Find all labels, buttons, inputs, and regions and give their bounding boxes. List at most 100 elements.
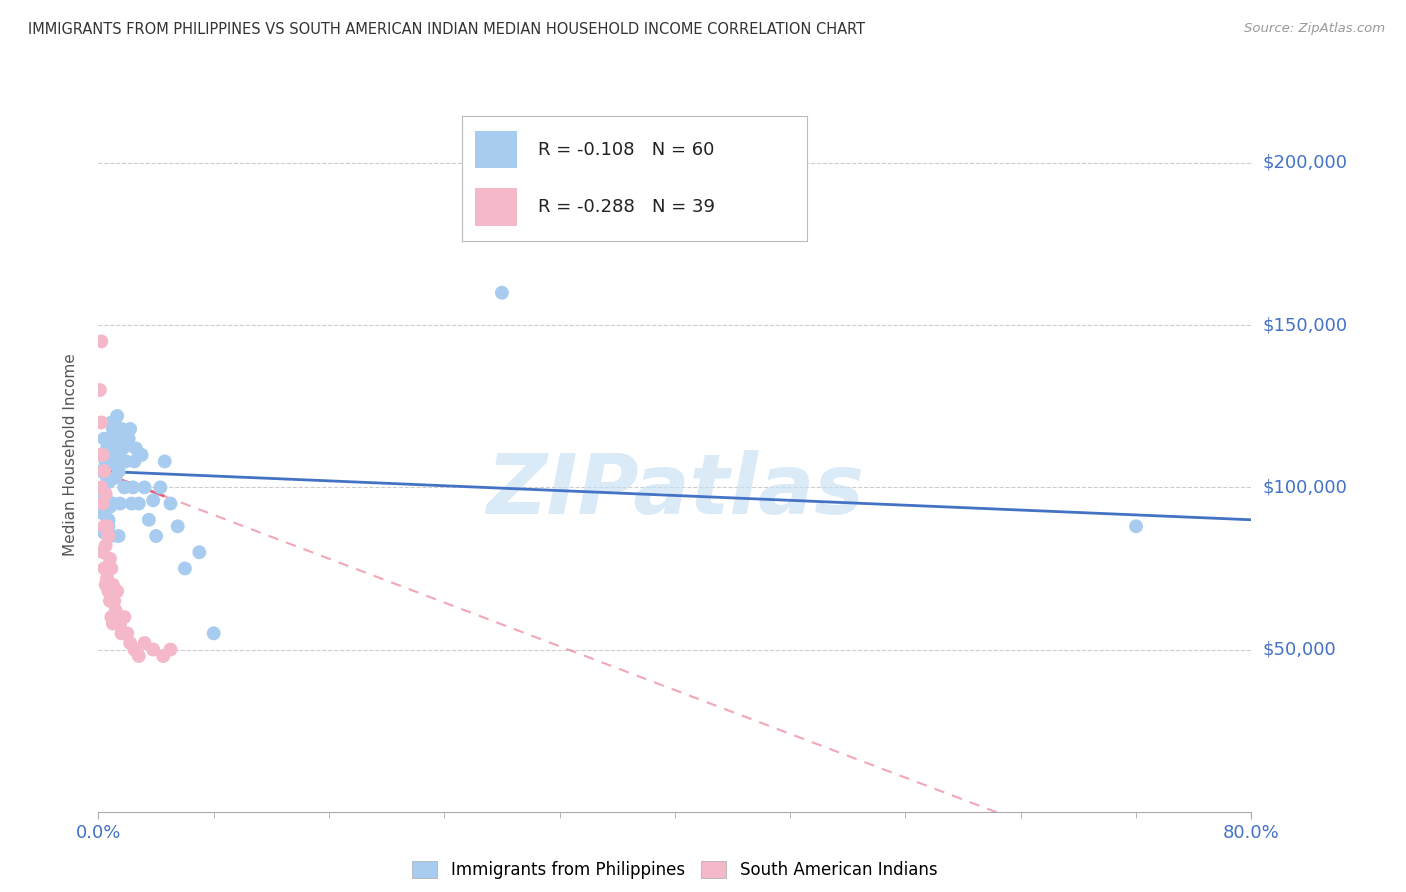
Point [89,448,111,462]
Point [100,416,122,430]
Point [138,513,160,527]
Point [120,636,142,650]
Point [100,561,122,575]
Point [90,334,112,349]
Text: $50,000: $50,000 [1263,640,1336,658]
Point [128,648,150,663]
Point [91,448,114,462]
Point [103,454,125,468]
Point [1125,519,1147,533]
Point [98,474,121,488]
Point [112,610,135,624]
Point [118,432,141,446]
Point [91,506,114,520]
Point [111,442,134,456]
Point [100,610,122,624]
Point [101,616,124,631]
Point [134,636,156,650]
Point [96,470,118,484]
Point [108,616,131,631]
Point [98,551,121,566]
Point [101,442,124,456]
Point [91,448,114,462]
Point [142,493,165,508]
Point [108,432,131,446]
Point [105,409,128,423]
Point [117,626,138,640]
Point [100,529,122,543]
Point [93,464,115,478]
Point [202,626,225,640]
Point [142,642,165,657]
Point [89,497,111,511]
Point [101,497,124,511]
Point [90,487,112,501]
Point [94,577,117,591]
Point [131,448,153,462]
Point [166,519,188,533]
Point [97,584,120,599]
Point [98,500,121,514]
Point [105,584,128,599]
Text: $150,000: $150,000 [1263,316,1347,334]
Point [125,442,148,456]
Point [94,519,117,533]
Point [122,480,145,494]
Point [101,422,124,436]
Point [121,497,143,511]
Point [104,604,127,618]
Point [89,383,111,397]
Point [152,648,174,663]
Point [98,432,121,446]
Point [91,497,114,511]
Point [159,642,181,657]
Point [94,454,117,468]
Text: IMMIGRANTS FROM PHILIPPINES VS SOUTH AMERICAN INDIAN MEDIAN HOUSEHOLD INCOME COR: IMMIGRANTS FROM PHILIPPINES VS SOUTH AME… [28,22,865,37]
Point [153,454,176,468]
Point [93,561,115,575]
Text: ZIPatlas: ZIPatlas [486,450,863,531]
Text: $200,000: $200,000 [1263,154,1347,172]
Point [97,519,120,533]
Point [90,480,112,494]
Point [103,432,125,446]
Point [93,432,115,446]
Point [120,422,142,436]
Point [159,497,181,511]
Point [103,594,125,608]
Point [110,626,132,640]
Point [128,497,150,511]
Point [107,464,129,478]
Point [491,285,513,300]
Point [188,545,211,559]
Text: $100,000: $100,000 [1263,478,1347,496]
Point [90,416,112,430]
Point [124,454,146,468]
Point [96,571,118,585]
Point [104,470,127,484]
Text: Source: ZipAtlas.com: Source: ZipAtlas.com [1244,22,1385,36]
Point [149,480,172,494]
Point [94,490,117,504]
Point [114,454,136,468]
Point [96,497,118,511]
Y-axis label: Median Household Income: Median Household Income [63,353,77,557]
Point [93,519,115,533]
Point [97,529,120,543]
Point [117,438,138,452]
Point [104,448,127,462]
Point [97,458,120,472]
Point [93,525,115,540]
Point [97,513,120,527]
Point [94,539,117,553]
Point [96,519,118,533]
Point [96,442,118,456]
Point [107,529,129,543]
Point [108,497,131,511]
Point [124,642,146,657]
Point [110,422,132,436]
Point [134,480,156,494]
Point [98,594,121,608]
Point [93,480,115,494]
Point [90,464,112,478]
